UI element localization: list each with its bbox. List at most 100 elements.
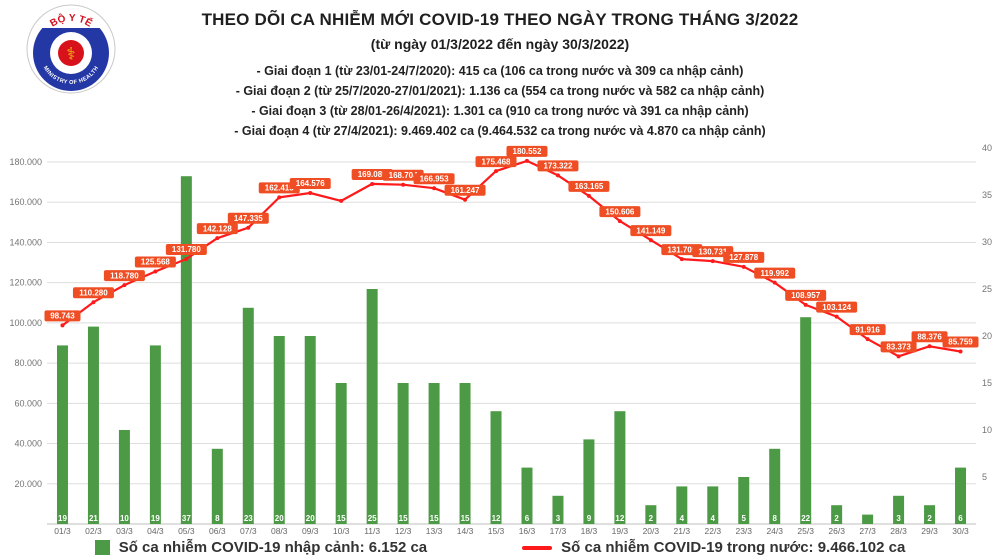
bar-value-label: 8	[215, 514, 220, 523]
line-value-label: 161.247	[451, 186, 480, 195]
line-value-label-box	[165, 243, 207, 255]
bar	[862, 514, 874, 524]
line-point	[246, 225, 251, 230]
bar-value-label: 22	[801, 514, 810, 523]
right-axis-tick: 10	[982, 425, 992, 435]
x-axis-label: 30/3	[952, 526, 969, 536]
line-point	[679, 257, 684, 262]
line-value-label: 125.568	[141, 258, 170, 267]
bar	[149, 345, 161, 524]
bar	[521, 467, 533, 524]
line-series-swatch	[522, 545, 553, 550]
x-axis-label: 28/3	[890, 526, 907, 536]
line-point	[958, 349, 963, 354]
line-point	[308, 191, 313, 196]
bar	[552, 495, 564, 524]
left-axis-tick: 140.000	[9, 237, 42, 247]
left-axis-tick: 180.000	[9, 157, 42, 167]
line-point	[710, 259, 715, 264]
line-value-label: 169.089	[358, 170, 387, 179]
right-axis-tick: 30	[982, 237, 992, 247]
line-value-label: 180.552	[513, 147, 542, 156]
legend-item-imported: Số ca nhiễm COVID-19 nhập cảnh: 6.152 ca	[94, 539, 427, 556]
line-value-label-box	[785, 289, 827, 301]
line-value-label-box	[692, 246, 734, 258]
logo-top-text: BỘ Y TẾ	[48, 11, 95, 29]
bar-value-label: 15	[399, 514, 408, 523]
bar-series-swatch	[94, 540, 110, 555]
bar-value-label: 12	[615, 514, 624, 523]
line-value-label: 85.759	[948, 338, 973, 347]
x-axis-label: 08/3	[271, 526, 288, 536]
line-value-label-box	[103, 270, 145, 282]
bar-value-label: 37	[182, 514, 191, 523]
line-point	[865, 337, 870, 342]
bar	[955, 467, 967, 524]
line-point	[617, 219, 622, 224]
x-axis-label: 10/3	[333, 526, 350, 536]
bar	[273, 336, 285, 524]
bar-value-label: 8	[772, 514, 777, 523]
x-axis-label: 06/3	[209, 526, 226, 536]
line-value-label: 166.953	[420, 174, 449, 183]
x-axis-label: 03/3	[116, 526, 133, 536]
line-value-label-box	[134, 256, 176, 268]
line-point	[772, 280, 777, 285]
x-axis-label: 29/3	[921, 526, 938, 536]
line-value-label: 147.335	[234, 214, 263, 223]
bar	[56, 345, 68, 524]
left-axis-tick: 100.000	[9, 318, 42, 328]
right-axis-tick: 15	[982, 378, 992, 388]
line-value-label: 103.124	[822, 303, 851, 312]
x-axis-label: 19/3	[612, 526, 629, 536]
line-point	[401, 182, 406, 187]
line-value-label: 130.731	[698, 247, 727, 256]
chart-svg: 20.000 40.000 60.000 80.000 100.000 120.000 14…	[9, 143, 992, 536]
chart-legend: Số ca nhiễm COVID-19 nhập cảnh: 6.152 ca…	[0, 539, 1000, 556]
x-axis-label: 13/3	[426, 526, 443, 536]
bar	[459, 383, 471, 524]
legend-label-domestic: Số ca nhiễm COVID-19 trong nước: 9.466.1…	[561, 539, 906, 556]
line-value-label-box	[444, 184, 486, 196]
line-value-label: 150.606	[605, 207, 634, 216]
line-value-label-box	[227, 212, 269, 224]
bar	[87, 326, 99, 524]
x-axis-label: 12/3	[395, 526, 412, 536]
line-value-label-box	[382, 169, 424, 181]
line-point	[463, 197, 468, 202]
line-point	[555, 173, 560, 178]
line-point	[803, 302, 808, 307]
caduceus-icon: ⚕	[66, 45, 75, 64]
bar-value-label: 6	[958, 514, 963, 523]
x-axis-label: 25/3	[797, 526, 814, 536]
right-axis-tick: 25	[982, 284, 992, 294]
line-value-label-box	[351, 168, 393, 180]
line-point	[586, 193, 591, 198]
line-value-label-box	[754, 267, 796, 279]
line-value-label: 108.957	[791, 291, 820, 300]
left-axis-tick: 160.000	[9, 197, 42, 207]
left-axis-tick: 20.000	[14, 479, 42, 489]
line-point	[91, 300, 96, 305]
x-axis-label: 14/3	[457, 526, 474, 536]
line-value-label-box	[196, 223, 238, 235]
line-point	[741, 264, 746, 269]
left-axis-tick: 60.000	[14, 398, 42, 408]
bar-value-label: 2	[834, 514, 839, 523]
ministry-of-health-logo: BỘ Y TẾ MINISTRY OF HEALTH ⚕	[26, 4, 116, 94]
x-axis-label: 24/3	[766, 526, 783, 536]
line-value-label: 142.128	[203, 224, 232, 233]
bar	[583, 439, 595, 524]
bar	[118, 430, 130, 524]
line-value-label: 91.916	[855, 325, 880, 334]
line-point	[339, 198, 344, 203]
line-value-label: 119.992	[760, 269, 789, 278]
phase-4-line: - Giai đoạn 4 (từ 27/4/2021): 9.469.402 …	[234, 124, 766, 138]
line-value-label-box	[475, 156, 517, 168]
bar	[397, 383, 409, 524]
right-axis-tick: 5	[982, 472, 987, 482]
line-value-label: 88.376	[917, 332, 942, 341]
line-point	[896, 354, 901, 359]
right-axis-tick: 35	[982, 190, 992, 200]
bar-value-label: 5	[742, 514, 747, 523]
